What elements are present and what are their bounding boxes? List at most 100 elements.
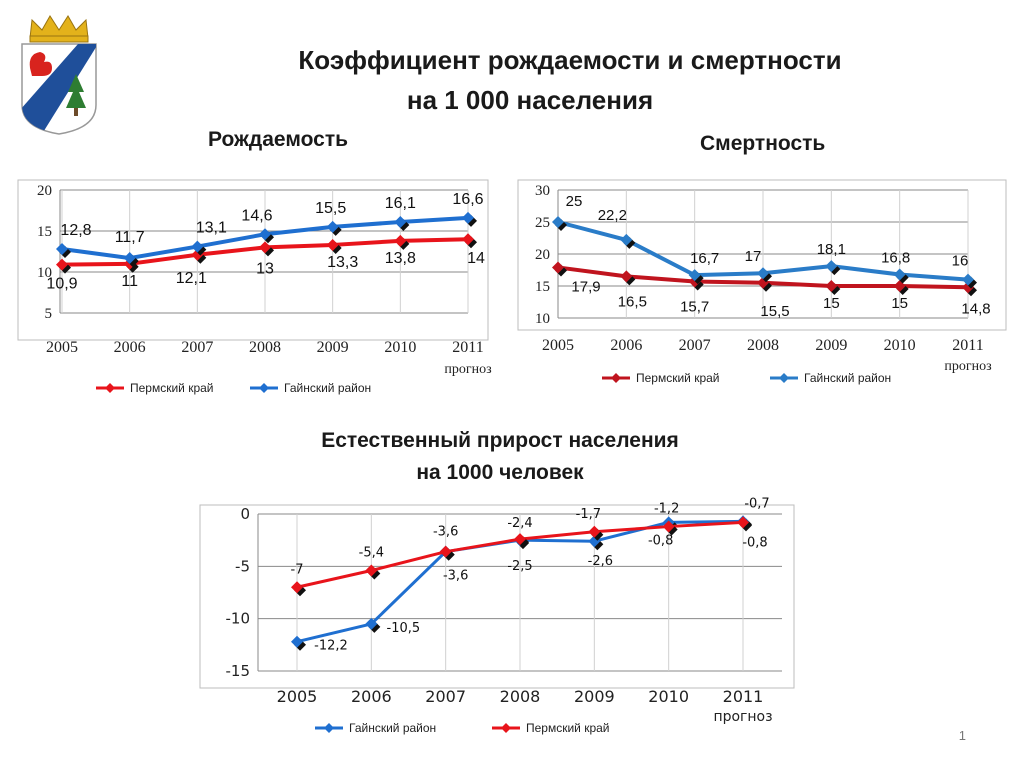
- y-tick-label: 20: [37, 183, 52, 199]
- data-point-marker: [662, 520, 675, 533]
- data-point-marker: [825, 280, 838, 292]
- data-label: -3,6: [433, 525, 458, 540]
- data-label: 15: [823, 295, 840, 312]
- data-label: 13,1: [196, 220, 227, 237]
- data-point-marker: [825, 260, 838, 273]
- coat-of-arms-emblem: [21, 15, 97, 135]
- data-point-marker: [620, 233, 633, 246]
- data-label: -7: [291, 562, 304, 577]
- data-label: 17: [745, 248, 762, 265]
- squirrel-icon: [29, 52, 52, 76]
- data-label: -10,5: [387, 621, 421, 636]
- x-tick-label: 2010: [384, 339, 416, 356]
- x-tick-label: 2005: [542, 337, 574, 354]
- data-point-marker: [688, 269, 701, 282]
- legend-label: Пермский край: [636, 371, 720, 385]
- data-point-marker: [259, 241, 271, 254]
- birth-chart-subtitle: Рождаемость: [208, 128, 349, 151]
- x-tick-note: прогноз: [444, 362, 492, 377]
- data-point-marker: [365, 617, 378, 630]
- data-point-marker: [291, 635, 303, 648]
- data-label: -12,2: [314, 639, 348, 654]
- data-point-marker: [514, 533, 526, 546]
- growth-chart-title: Естественный прирост населения: [321, 429, 679, 452]
- fir-tree-icon: [66, 74, 86, 116]
- data-label: -5,4: [359, 546, 384, 561]
- data-point-marker: [552, 216, 564, 228]
- x-tick-label: 2005: [46, 339, 78, 356]
- chart-frame: [199, 504, 795, 689]
- data-label: 15,5: [315, 200, 346, 217]
- data-label: 16,7: [690, 250, 719, 267]
- y-tick-label: 15: [37, 224, 52, 240]
- legend-label: Пермский край: [130, 381, 214, 395]
- data-label: -1,7: [576, 507, 601, 522]
- data-label: -2,5: [507, 559, 532, 574]
- data-label: 11,7: [115, 229, 145, 246]
- data-point-marker: [123, 252, 136, 265]
- data-point-marker: [462, 233, 474, 246]
- y-tick-label: -15: [226, 662, 251, 680]
- y-tick-label: 10: [535, 311, 550, 327]
- data-label: 22,2: [598, 207, 627, 224]
- x-tick-label: 2011: [723, 687, 764, 706]
- slide-title: Коэффициент рождаемости и смертности: [298, 45, 842, 75]
- data-point-marker: [737, 516, 749, 529]
- x-tick-label: 2011: [952, 337, 983, 354]
- data-label: -0,7: [744, 496, 769, 511]
- x-tick-label: 2006: [610, 337, 642, 354]
- y-tick-label: 0: [240, 505, 250, 523]
- legend-label: Гайнский район: [284, 381, 371, 395]
- data-label: -0,8: [742, 535, 767, 550]
- legend-marker: [779, 373, 789, 383]
- x-tick-note: прогноз: [713, 709, 772, 725]
- x-tick-label: 2010: [648, 687, 689, 706]
- x-tick-label: 2010: [884, 337, 916, 354]
- data-point-marker: [620, 270, 633, 283]
- data-point-marker: [326, 238, 339, 251]
- data-point-marker: [365, 564, 378, 577]
- x-tick-note: прогноз: [944, 359, 992, 374]
- x-tick-label: 2011: [452, 339, 483, 356]
- y-tick-label: -10: [226, 610, 251, 628]
- growth-chart-title-line2: на 1000 человек: [416, 461, 584, 484]
- data-label: 16,1: [385, 195, 416, 212]
- data-label: -1,2: [654, 502, 679, 517]
- x-tick-label: 2007: [425, 687, 466, 706]
- x-tick-label: 2007: [181, 339, 213, 356]
- data-label: -3,6: [443, 569, 468, 584]
- data-label: 12,8: [60, 222, 91, 239]
- data-point-marker: [462, 211, 474, 224]
- x-tick-label: 2009: [815, 337, 847, 354]
- data-point-marker: [588, 525, 601, 538]
- data-label: 13: [256, 260, 274, 277]
- data-point-marker: [56, 243, 68, 256]
- data-label: 12,1: [176, 270, 207, 287]
- data-point-marker: [439, 545, 452, 558]
- legend-marker: [611, 373, 621, 383]
- x-tick-label: 2006: [351, 687, 392, 706]
- x-tick-label: 2007: [679, 337, 711, 354]
- data-label: 16,8: [881, 249, 910, 266]
- data-label: 15: [891, 295, 908, 312]
- data-label: 16,5: [618, 293, 647, 310]
- data-point-marker: [191, 240, 204, 253]
- y-tick-label: 30: [535, 183, 550, 199]
- legend-label: Гайнский район: [804, 371, 891, 385]
- data-label: 25: [566, 193, 583, 210]
- death-chart-subtitle: Смертность: [700, 132, 826, 155]
- data-label: 10,9: [46, 276, 77, 293]
- data-point-marker: [552, 261, 564, 274]
- x-tick-label: 2008: [747, 337, 779, 354]
- data-point-marker: [291, 581, 303, 594]
- chart-frame: [17, 179, 489, 341]
- data-point-marker: [394, 234, 407, 247]
- data-point-marker: [326, 220, 339, 233]
- legend-label: Пермский край: [526, 721, 610, 735]
- data-label: 13,3: [327, 254, 358, 271]
- legend-label: Гайнский район: [349, 721, 436, 735]
- data-point-marker: [394, 215, 407, 228]
- data-label: 16,6: [452, 191, 483, 208]
- data-point-marker: [56, 258, 68, 271]
